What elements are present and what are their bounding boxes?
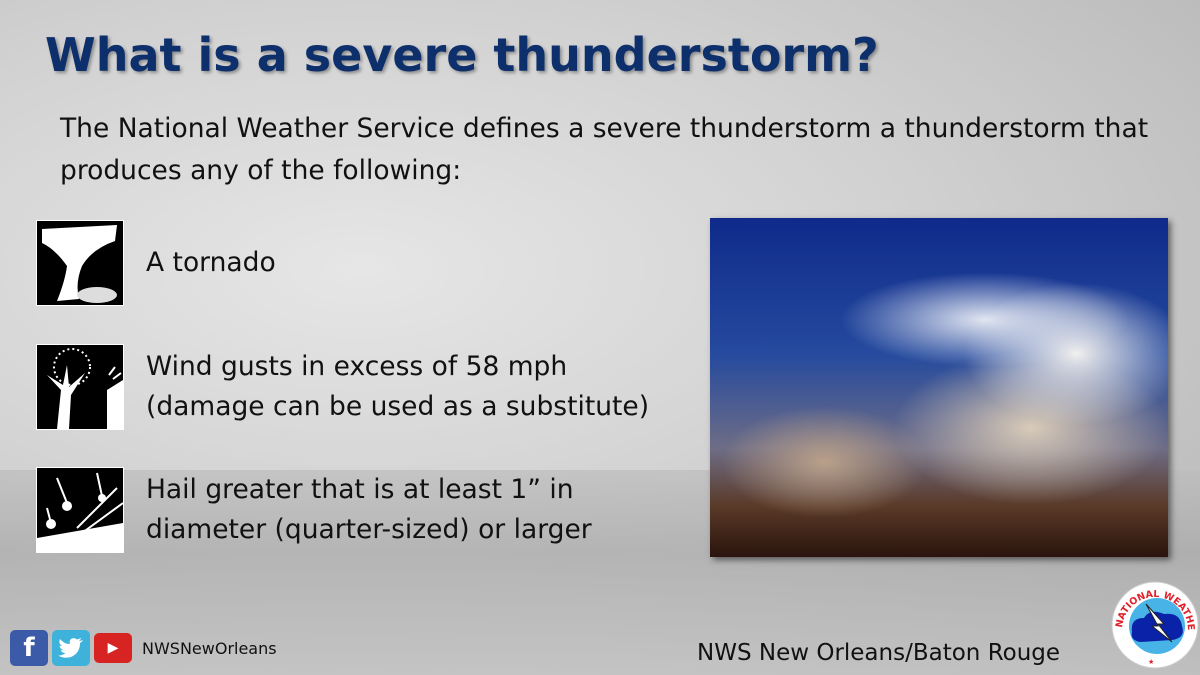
twitter-icon[interactable]	[52, 630, 90, 666]
svg-text:★: ★	[1148, 658, 1154, 666]
slide-title: What is a severe thunderstorm?	[45, 28, 879, 82]
item-text: A tornado	[146, 247, 276, 278]
item-text-line-1: Wind gusts in excess of 58 mph	[146, 351, 568, 382]
item-text-line-2: diameter (quarter-sized) or larger	[146, 514, 592, 545]
nws-logo: NATIONAL WEATHER SERVICE ★	[1106, 572, 1200, 670]
youtube-icon[interactable]: ▶	[94, 633, 132, 663]
hail-icon	[36, 467, 124, 553]
intro-text: The National Weather Service defines a s…	[60, 113, 1149, 186]
facebook-icon[interactable]: f	[10, 630, 48, 666]
list-item-wind: Wind gusts in excess of 58 mph (damage c…	[36, 344, 649, 430]
wind-tree-icon	[36, 344, 124, 430]
social-links: f ▶ NWSNewOrleans	[10, 630, 277, 666]
social-handle[interactable]: NWSNewOrleans	[142, 638, 277, 658]
supercell-thunderstorm-photo	[710, 218, 1168, 557]
office-name: NWS New Orleans/Baton Rouge	[697, 640, 1061, 666]
tornado-icon	[36, 220, 124, 306]
item-text-line-2: (damage can be used as a substitute)	[146, 391, 650, 422]
list-item-hail: Hail greater that is at least 1” in diam…	[36, 467, 592, 553]
list-item-tornado: A tornado	[36, 220, 276, 306]
item-text-line-1: Hail greater that is at least 1” in	[146, 474, 574, 505]
